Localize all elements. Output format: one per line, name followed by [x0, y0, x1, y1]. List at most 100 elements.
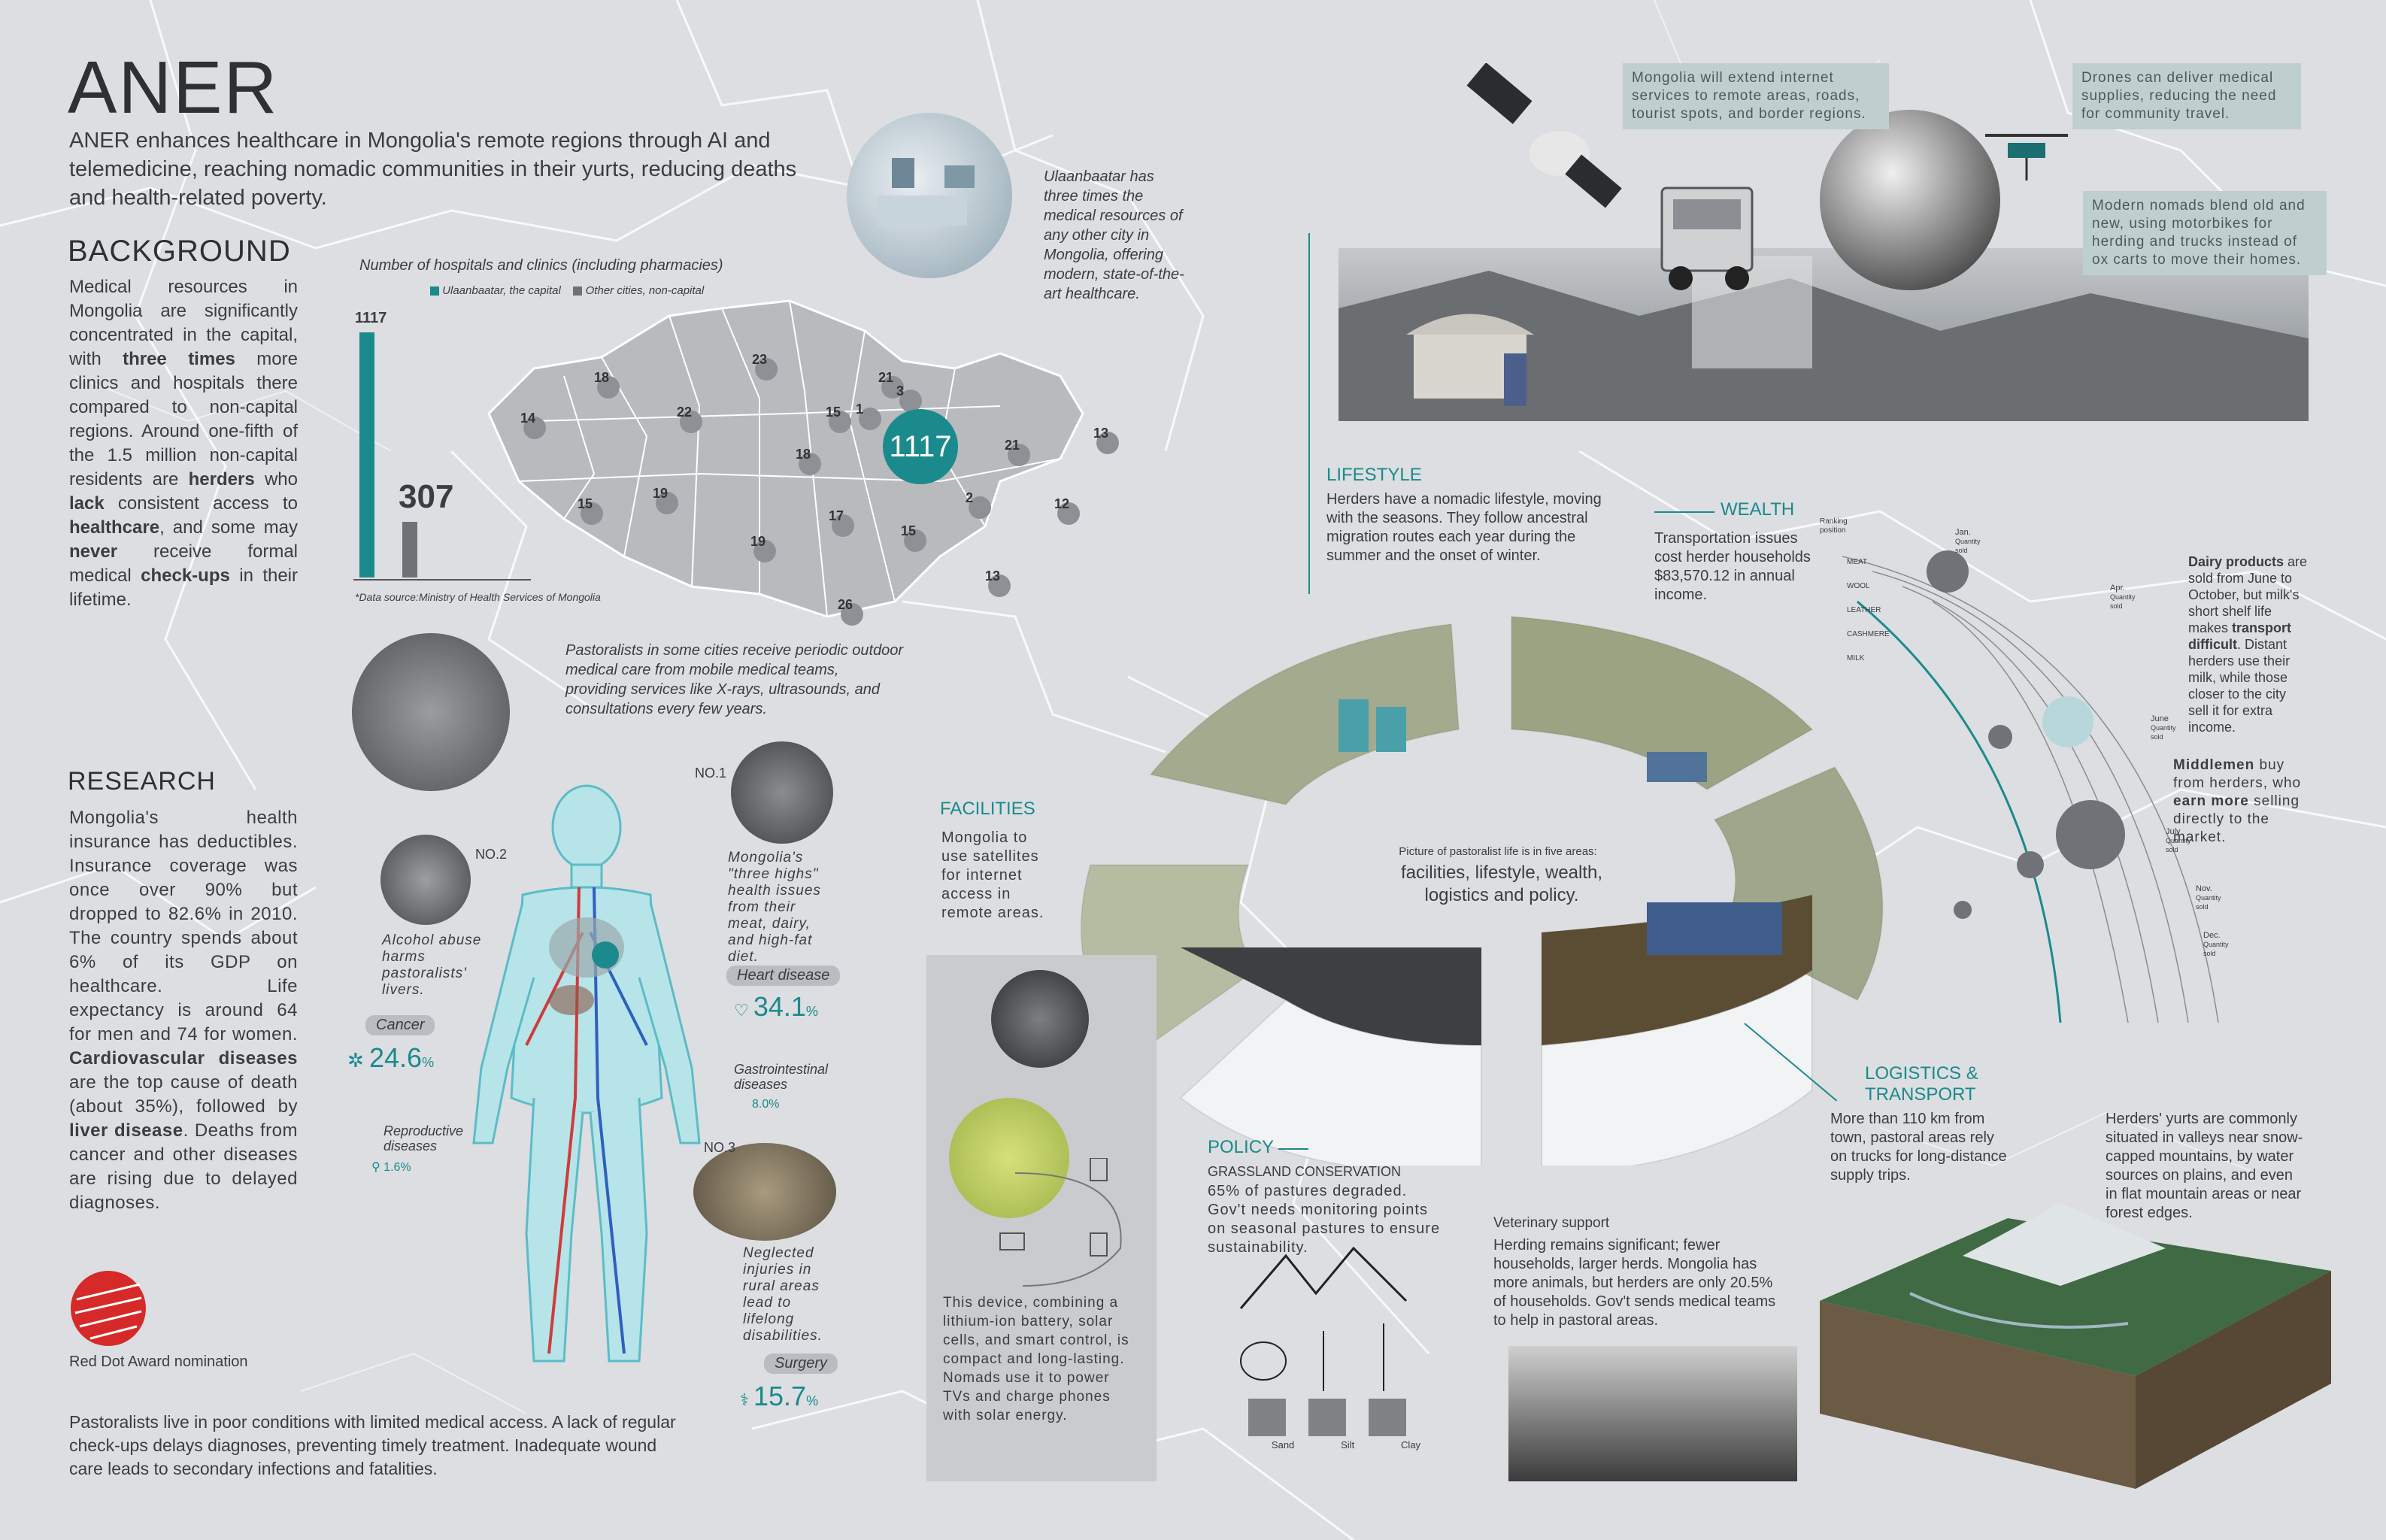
quantity-sold-label: Quantity sold: [2166, 837, 2191, 853]
month-label: June Quantity sold: [2151, 714, 2176, 741]
hospital-photo: [847, 113, 1012, 278]
soil-sand-label: Sand: [1271, 1439, 1295, 1451]
device-text: This device, combining a lithium-ion bat…: [943, 1295, 1129, 1423]
quantity-sold-label: Quantity sold: [2203, 941, 2229, 957]
globe-photo: [1820, 110, 2000, 290]
month-name: Apr.: [2110, 584, 2125, 593]
bar-chart-caption: Number of hospitals and clinics (includi…: [359, 257, 723, 274]
cancer-label: Cancer: [365, 1015, 435, 1035]
bar-chart-legend: Ulaanbaatar, the capital Other cities, n…: [430, 284, 704, 297]
ranking-label: Ranking position: [1820, 517, 1848, 535]
surgery-tag: Surgery: [764, 1354, 838, 1374]
product-list: MEAT WOOL LEATHER CASHMERE MILK: [1847, 550, 1890, 671]
map-region-marker: [799, 453, 821, 475]
map-region-count: 15: [901, 523, 917, 538]
repro-pct-value: 1.6%: [384, 1161, 411, 1174]
drones-note: Drones can deliver medical supplies, red…: [2072, 63, 2301, 129]
cancer-icon: ✲: [347, 1049, 370, 1072]
policy-text: 65% of pastures degraded. Gov't needs mo…: [1208, 1183, 1441, 1256]
page-title: ANER: [68, 46, 279, 129]
modern-nomads-note: Modern nomads blend old and new, using m…: [2083, 191, 2327, 275]
vet-heading: Veterinary support: [1493, 1215, 1610, 1231]
logistics-heading: LOGISTICS & TRANSPORT: [1865, 1063, 1978, 1105]
satellite-dish-photo: [991, 970, 1089, 1068]
legend-other-label: Other cities, non-capital: [585, 284, 705, 297]
map-region-count: 18: [594, 370, 610, 385]
cancer-tag: Cancer: [365, 1015, 435, 1035]
heart-disease-label: Heart disease: [726, 966, 841, 986]
background-text: Medical resources in Mongolia are signif…: [69, 277, 298, 610]
map-region-count: 13: [985, 568, 1001, 584]
no3-text: Neglected injuries in rural areas lead t…: [743, 1245, 823, 1344]
bar-chart-source: *Data source:Ministry of Health Services…: [355, 591, 601, 603]
no1-text: Mongolia's "three highs" health issues f…: [728, 850, 821, 965]
surgery-pct-value: 15.7: [753, 1381, 807, 1411]
lifestyle-heading: LIFESTYLE: [1326, 465, 1422, 485]
month-label: Dec. Quantity sold: [2203, 931, 2229, 958]
map-region-marker: [581, 502, 603, 525]
lifestyle-text: Herders have a nomadic lifestyle, moving…: [1326, 491, 1602, 564]
solar-device-photo: [949, 1098, 1069, 1218]
terrain-model: [1820, 1203, 2331, 1489]
no2-text: Alcohol abuse harms pastoralists' livers…: [382, 932, 482, 998]
legend-capital-label: Ulaanbaatar, the capital: [442, 284, 561, 297]
map-region-count: 21: [1005, 438, 1020, 453]
wealth-leader-line: [1654, 511, 1714, 513]
map-region-marker: [859, 408, 881, 430]
scalpel-icon: ⚕: [740, 1390, 754, 1409]
map-region-count: 17: [829, 508, 844, 523]
middlemen-text: Middlemen buy from herders, who earn mor…: [2173, 757, 2302, 845]
map-region-count: 3: [896, 383, 905, 399]
bottom-note: Pastoralists live in poor conditions wit…: [69, 1412, 676, 1478]
research-text: Mongolia's health insurance has deductib…: [69, 808, 299, 1213]
no3-label: NO.3: [704, 1140, 736, 1155]
gastro-label: Gastrointestinal diseases: [734, 1062, 829, 1092]
product-label: MILK: [1847, 654, 1865, 662]
bar-chart-baseline: [353, 579, 531, 581]
map-region-marker: [523, 417, 546, 439]
intro-text: ANER enhances healthcare in Mongolia's r…: [69, 129, 797, 210]
soil-silt-label: Silt: [1341, 1439, 1355, 1451]
map-region-marker: [597, 376, 620, 399]
facilities-text: Mongolia to use satellites for internet …: [941, 829, 1044, 921]
dairy-text: Dairy products are sold from June to Oct…: [2188, 554, 2308, 735]
quantity-sold-label: Quantity sold: [2110, 593, 2136, 610]
map-region-marker: [832, 514, 854, 537]
month-label: Nov. Quantity sold: [2196, 884, 2221, 911]
device-cycle-diagram: [999, 1158, 1122, 1287]
map-region-count: 1: [856, 402, 864, 417]
gastro-pct: 8.0%: [752, 1098, 780, 1111]
map-region-count: 15: [578, 496, 593, 511]
diet-photo: [731, 741, 833, 844]
map-region-marker: [899, 390, 922, 412]
mobile-care-note: Pastoralists in some cities receive peri…: [565, 642, 904, 717]
map-region-marker: [841, 603, 863, 626]
injury-photo: [693, 1143, 836, 1241]
pastoral-life-ring: [1080, 615, 1884, 1166]
red-dot-logo: [71, 1271, 146, 1346]
cancer-pct: ✲ 24.6%: [347, 1042, 434, 1074]
lifestyle-leader-line: [1308, 233, 1310, 594]
repro-icon: ⚲: [371, 1161, 384, 1174]
cancer-pct-value: 24.6: [369, 1042, 423, 1073]
vet-text: Herding remains significant; fewer house…: [1493, 1237, 1776, 1329]
month-name: Nov.: [2196, 884, 2212, 893]
cancer-pct-sign: %: [422, 1055, 435, 1070]
map-region-count: 13: [1093, 426, 1109, 441]
drone-icon: [1985, 134, 2068, 180]
human-body-figure: [472, 784, 701, 1363]
bar-capital-value: 1117: [355, 310, 387, 326]
map-region-marker: [829, 411, 851, 433]
facilities-heading: FACILITIES: [940, 799, 1035, 819]
yurt-location-text: Herders' yurts are commonly situated in …: [2106, 1111, 2303, 1221]
dairy-trade-diagram: [1842, 550, 2219, 1023]
map-region-marker: [1096, 432, 1119, 454]
repro-pct: ⚲ 1.6%: [371, 1160, 411, 1175]
month-label: Apr. Quantity sold: [2110, 584, 2136, 611]
surgery-pct-sign: %: [806, 1393, 819, 1408]
map-region-marker: [904, 529, 926, 552]
ulaanbaatar-bubble: 1117: [883, 409, 958, 484]
month-name: July: [2166, 827, 2181, 836]
satellite-icon: [1466, 63, 1622, 208]
map-region-marker: [1057, 502, 1080, 525]
